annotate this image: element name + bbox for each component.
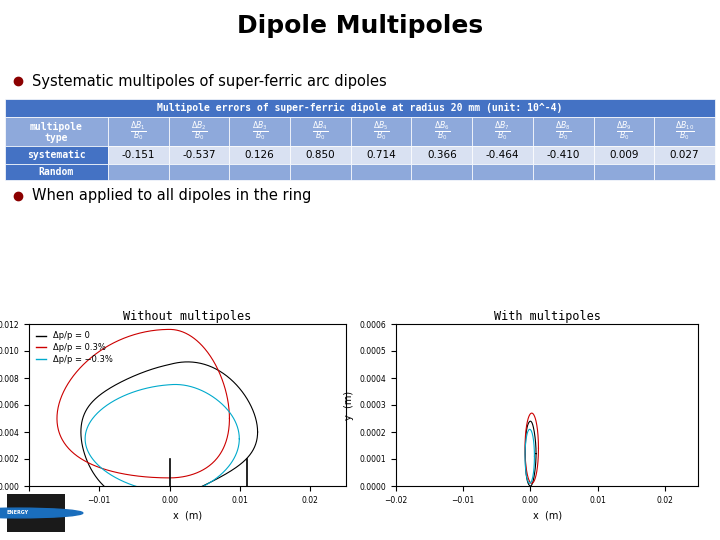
Text: ENERGY: ENERGY [7,510,29,516]
Text: $\frac{\Delta B_7}{B_0}$: $\frac{\Delta B_7}{B_0}$ [495,119,510,144]
Text: 0.009: 0.009 [609,150,639,159]
Bar [5,118,108,145]
Bar [593,118,654,145]
Bar [351,164,411,180]
Bar [411,118,472,145]
Text: -0.151: -0.151 [122,150,155,159]
Text: ICFA Mini-Workshop on DA, November 1, 2017: ICFA Mini-Workshop on DA, November 1, 20… [232,509,488,519]
Text: $\frac{\Delta B_4}{B_0}$: $\frac{\Delta B_4}{B_0}$ [312,119,328,144]
Bar [654,118,715,145]
Text: 0.850: 0.850 [305,150,336,159]
Bar [533,118,593,145]
Title: Without multipoles: Without multipoles [123,310,251,323]
Text: type: type [45,133,68,143]
Bar [351,118,411,145]
Text: $\frac{\Delta B_9}{B_0}$: $\frac{\Delta B_9}{B_0}$ [616,119,632,144]
Bar [230,118,290,145]
Text: Jefferson Lab: Jefferson Lab [639,508,720,521]
Bar [593,145,654,164]
Circle shape [0,508,83,518]
X-axis label: x  (m): x (m) [533,510,562,520]
Text: -0.464: -0.464 [486,150,519,159]
Bar [230,145,290,164]
Text: -0.410: -0.410 [546,150,580,159]
Text: 0.366: 0.366 [427,150,456,159]
Text: Dipole Multipoles: Dipole Multipoles [237,14,483,37]
Bar [472,145,533,164]
Bar [411,164,472,180]
Bar [5,164,108,180]
Text: Systematic multipoles of super-ferric arc dipoles: Systematic multipoles of super-ferric ar… [32,74,387,89]
Bar [108,118,168,145]
Bar [472,164,533,180]
Bar [168,164,230,180]
Bar [108,164,168,180]
Text: -0.537: -0.537 [182,150,216,159]
Text: $\frac{\Delta B_{10}}{B_0}$: $\frac{\Delta B_{10}}{B_0}$ [675,119,695,144]
Text: Random: Random [39,166,74,177]
Text: 0.027: 0.027 [670,150,699,159]
Text: $\frac{\Delta B_1}{B_0}$: $\frac{\Delta B_1}{B_0}$ [130,119,146,144]
Text: 0.714: 0.714 [366,150,396,159]
Bar [5,145,108,164]
Bar [654,145,715,164]
Text: $\frac{\Delta B_5}{B_0}$: $\frac{\Delta B_5}{B_0}$ [373,119,390,144]
Bar [472,118,533,145]
Bar [5,99,715,118]
Bar [351,145,411,164]
Text: 0.126: 0.126 [245,150,274,159]
Bar [533,164,593,180]
Text: 14: 14 [564,508,580,521]
Text: systematic: systematic [27,150,86,159]
X-axis label: x  (m): x (m) [173,510,202,520]
Text: $\frac{\Delta B_8}{B_0}$: $\frac{\Delta B_8}{B_0}$ [555,119,572,144]
Bar [230,164,290,180]
Bar [290,164,351,180]
Text: $\frac{\Delta B_6}{B_0}$: $\frac{\Delta B_6}{B_0}$ [433,119,450,144]
Bar [7,494,65,532]
Bar [533,145,593,164]
Title: With multipoles: With multipoles [494,310,600,323]
Text: $\frac{\Delta B_3}{B_0}$: $\frac{\Delta B_3}{B_0}$ [251,119,268,144]
Text: Multipole errors of super-ferric dipole at radius 20 mm (unit: 10^-4): Multipole errors of super-ferric dipole … [157,104,563,113]
Text: multipole: multipole [30,122,83,132]
Bar [168,118,230,145]
Bar [290,118,351,145]
Bar [411,145,472,164]
Bar [108,145,168,164]
Bar [654,164,715,180]
Bar [593,164,654,180]
Bar [168,145,230,164]
Text: $\frac{\Delta B_2}{B_0}$: $\frac{\Delta B_2}{B_0}$ [191,119,207,144]
Bar [290,145,351,164]
Y-axis label: y  (m): y (m) [344,390,354,420]
Legend: Δp/p = 0, Δp/p = 0.3%, Δp/p = −0.3%: Δp/p = 0, Δp/p = 0.3%, Δp/p = −0.3% [33,328,116,367]
Text: When applied to all dipoles in the ring: When applied to all dipoles in the ring [32,188,311,203]
